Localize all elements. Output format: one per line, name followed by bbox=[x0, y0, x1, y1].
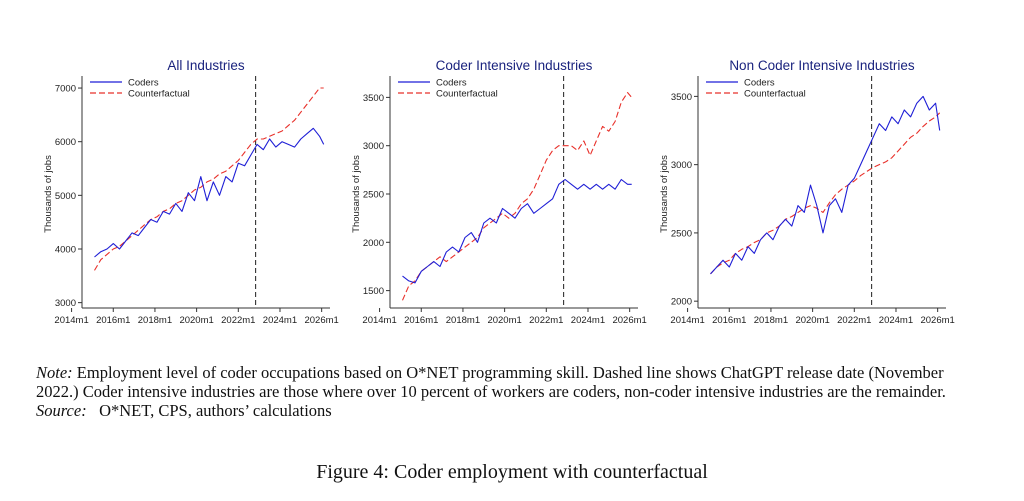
note-label: Note: bbox=[36, 363, 73, 382]
y-tick-label: 3000 bbox=[55, 298, 76, 309]
figure-note: Note: Employment level of coder occupati… bbox=[36, 363, 986, 420]
x-tick-label: 2020m1 bbox=[487, 315, 521, 326]
x-tick-label: 2016m1 bbox=[96, 315, 130, 326]
y-tick-label: 2500 bbox=[671, 228, 692, 239]
x-tick-label: 2018m1 bbox=[754, 315, 788, 326]
charts-container: All Industries 3000 4000 5000 6000 7000 2014m1… bbox=[40, 50, 976, 340]
y-axis-label: Thousands of jobs bbox=[43, 155, 54, 233]
x-tick-label: 2024m1 bbox=[263, 315, 297, 326]
legend-entry-counterfactual: Counterfactual bbox=[744, 89, 806, 100]
note-paragraph: Note: Employment level of coder occupati… bbox=[36, 363, 986, 401]
x-tick-label: 2018m1 bbox=[138, 315, 172, 326]
legend-entry-coders: Coders bbox=[128, 78, 159, 89]
x-tick-label: 2022m1 bbox=[221, 315, 255, 326]
legend-entry-counterfactual: Counterfactual bbox=[436, 89, 498, 100]
series-line-coders bbox=[710, 95, 941, 275]
x-tick-label: 2016m1 bbox=[404, 315, 438, 326]
chart-svg-2: Non Coder Intensive Industries 2000 2500 30… bbox=[659, 58, 955, 326]
y-tick-label: 7000 bbox=[55, 84, 76, 95]
x-tick-label: 2024m1 bbox=[879, 315, 913, 326]
legend-entry-coders: Coders bbox=[744, 78, 775, 89]
chart-svg-0: All Industries 3000 4000 5000 6000 7000 2014m1… bbox=[43, 58, 339, 326]
y-tick-label: 3500 bbox=[363, 93, 384, 104]
y-tick-label: 2000 bbox=[671, 297, 692, 308]
x-tick-label: 2016m1 bbox=[712, 315, 746, 326]
y-tick-label: 5000 bbox=[55, 191, 76, 202]
x-tick-label: 2026m1 bbox=[920, 315, 954, 326]
y-axis-label: Thousands of jobs bbox=[659, 155, 670, 233]
x-tick-label: 2014m1 bbox=[670, 315, 704, 326]
source-text: O*NET, CPS, authors’ calculations bbox=[99, 401, 332, 420]
chart-svg-1: Coder Intensive Industries 1500 2000 2500 30… bbox=[351, 58, 647, 326]
x-tick-label: 2022m1 bbox=[837, 315, 871, 326]
x-tick-label: 2020m1 bbox=[179, 315, 213, 326]
source-paragraph: Source: O*NET, CPS, authors’ calculation… bbox=[36, 401, 986, 420]
y-tick-label: 4000 bbox=[55, 244, 76, 255]
legend-entry-counterfactual: Counterfactual bbox=[128, 89, 190, 100]
x-tick-label: 2024m1 bbox=[571, 315, 605, 326]
y-axis-label: Thousands of jobs bbox=[351, 155, 362, 233]
note-text: Employment level of coder occupations ba… bbox=[36, 363, 946, 401]
x-tick-label: 2022m1 bbox=[529, 315, 563, 326]
x-tick-label: 2026m1 bbox=[304, 315, 338, 326]
series-line-coders bbox=[402, 178, 632, 284]
x-tick-label: 2026m1 bbox=[612, 315, 646, 326]
x-tick-label: 2014m1 bbox=[362, 315, 396, 326]
legend-entry-coders: Coders bbox=[436, 78, 467, 89]
x-tick-label: 2018m1 bbox=[446, 315, 480, 326]
chart-non-coder-intensive: Non Coder Intensive Industries 2000 2500 30… bbox=[656, 50, 976, 340]
y-tick-label: 3000 bbox=[671, 160, 692, 171]
chart-title: All Industries bbox=[167, 58, 245, 73]
series-line-counterfactual bbox=[94, 87, 324, 271]
series-line-counterfactual bbox=[401, 92, 633, 301]
y-tick-label: 2500 bbox=[363, 190, 384, 201]
x-tick-label: 2020m1 bbox=[795, 315, 829, 326]
series-line-counterfactual bbox=[710, 112, 941, 275]
y-tick-label: 6000 bbox=[55, 137, 76, 148]
chart-coder-intensive: Coder Intensive Industries 1500 2000 2500 30… bbox=[348, 50, 668, 340]
series-line-coders bbox=[94, 127, 325, 258]
x-tick-label: 2014m1 bbox=[54, 315, 88, 326]
figure-caption: Figure 4: Coder employment with counterf… bbox=[316, 461, 708, 483]
chart-title: Non Coder Intensive Industries bbox=[729, 58, 915, 73]
chart-title: Coder Intensive Industries bbox=[436, 58, 593, 73]
y-tick-label: 1500 bbox=[363, 286, 384, 297]
y-tick-label: 2000 bbox=[363, 238, 384, 249]
chart-all-industries: All Industries 3000 4000 5000 6000 7000 2014m1… bbox=[40, 50, 360, 340]
source-label: Source: bbox=[36, 401, 87, 420]
y-tick-label: 3500 bbox=[671, 92, 692, 103]
y-tick-label: 3000 bbox=[363, 141, 384, 152]
